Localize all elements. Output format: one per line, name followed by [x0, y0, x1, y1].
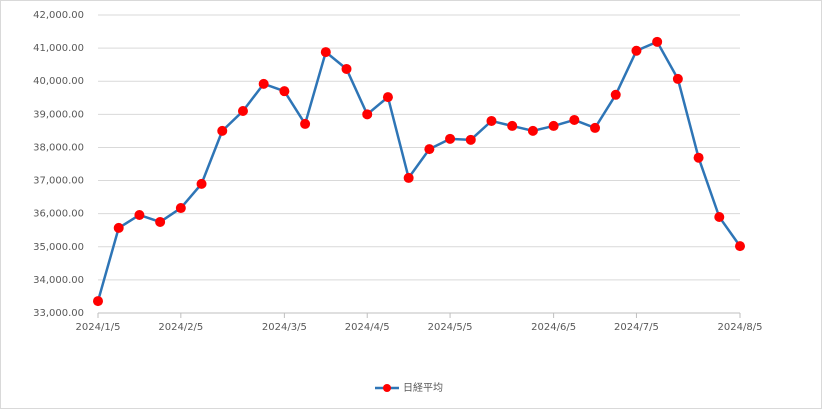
point — [672, 73, 683, 84]
point — [341, 63, 352, 74]
y-tick-label: 38,000.00 — [33, 142, 84, 153]
y-tick-label: 40,000.00 — [33, 76, 84, 87]
point — [113, 222, 124, 233]
x-tick-label: 2024/7/5 — [614, 322, 659, 333]
point — [217, 125, 228, 136]
y-tick-label: 36,000.00 — [33, 209, 84, 220]
y-tick-label: 39,000.00 — [33, 109, 84, 120]
point — [134, 209, 145, 220]
point — [155, 216, 166, 227]
x-tick-label: 2024/4/5 — [345, 322, 390, 333]
point — [486, 115, 497, 126]
point — [403, 172, 414, 183]
point — [258, 78, 269, 89]
point — [300, 118, 311, 129]
point — [610, 89, 621, 100]
x-tick-label: 2024/6/5 — [531, 322, 576, 333]
y-tick-label: 33,000.00 — [33, 308, 84, 319]
x-tick-label: 2024/2/5 — [158, 322, 203, 333]
point — [527, 125, 538, 136]
line — [96, 40, 742, 302]
point — [320, 47, 331, 58]
y-tick-label: 35,000.00 — [33, 242, 84, 253]
point — [652, 36, 663, 47]
point — [175, 203, 186, 214]
point — [735, 241, 745, 252]
point — [590, 122, 601, 133]
legend-label: 日経平均 — [403, 381, 443, 394]
point — [93, 296, 103, 307]
point — [631, 45, 642, 56]
x-tick-label: 2024/5/5 — [428, 322, 473, 333]
point — [693, 152, 704, 163]
point — [382, 92, 393, 103]
point — [465, 134, 476, 145]
y-tick-label: 42,000.00 — [33, 10, 84, 21]
x-tick-label: 2024/8/5 — [718, 322, 763, 333]
point — [548, 120, 559, 131]
y-tick-label: 34,000.00 — [33, 275, 84, 286]
x-tick-label: 2024/1/5 — [76, 322, 121, 333]
point — [714, 211, 725, 222]
point — [279, 86, 290, 97]
point — [196, 178, 207, 189]
y-tick-label: 37,000.00 — [33, 176, 84, 187]
legend-marker — [383, 384, 391, 392]
point — [507, 120, 518, 131]
point — [362, 109, 373, 120]
point — [237, 106, 248, 117]
point — [424, 144, 435, 155]
point — [445, 133, 456, 144]
point — [569, 114, 580, 125]
y-tick-label: 41,000.00 — [33, 43, 84, 54]
x-tick-label: 2024/3/5 — [262, 322, 307, 333]
